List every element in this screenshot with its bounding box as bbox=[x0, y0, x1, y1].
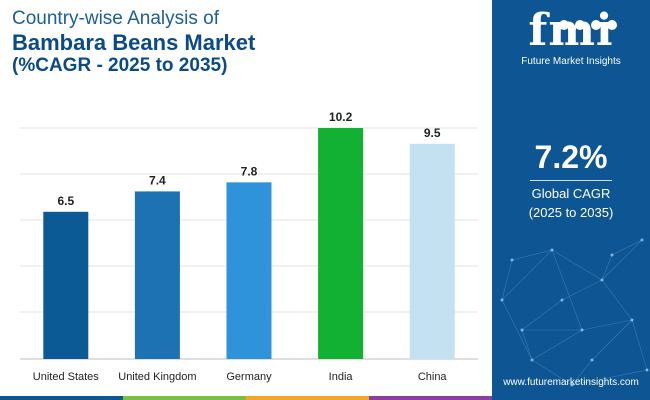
bar-india bbox=[318, 128, 364, 359]
value-label: 10.2 bbox=[329, 110, 353, 124]
category-label: United Kingdom bbox=[118, 371, 196, 383]
cagr-divider bbox=[530, 180, 612, 181]
category-labels: United States United Kingdom Germany India C… bbox=[33, 371, 448, 383]
network-graphic bbox=[500, 238, 649, 387]
title-line-2: Bambara Beans Market bbox=[12, 30, 256, 55]
global-cagr-period: (2025 to 2035) bbox=[528, 205, 614, 220]
global-cagr-value: 7.2% bbox=[534, 139, 608, 175]
stripe-segment bbox=[369, 396, 492, 400]
logo-mark: fmi bbox=[528, 5, 614, 56]
fmi-logo: fmi Future Market Insights bbox=[492, 5, 650, 68]
bars bbox=[43, 128, 455, 359]
title-line-3: (%CAGR - 2025 to 2035) bbox=[12, 55, 228, 76]
chart-title: Country-wise Analysis of Bambara Beans M… bbox=[12, 8, 255, 77]
bar-chart: 6.5 7.4 7.8 10.2 9.5 United States United Kin… bbox=[20, 110, 478, 383]
bar-china bbox=[409, 143, 455, 359]
value-label: 9.5 bbox=[424, 126, 441, 140]
bar-germany bbox=[226, 182, 272, 359]
logo-text: Future Market Insights bbox=[521, 56, 621, 67]
bottom-color-stripe bbox=[0, 396, 492, 400]
category-label: India bbox=[329, 371, 354, 383]
category-label: Germany bbox=[226, 371, 272, 383]
category-label: China bbox=[418, 371, 448, 383]
stripe-segment bbox=[0, 396, 123, 400]
value-label: 7.4 bbox=[149, 173, 166, 187]
global-cagr-label: Global CAGR bbox=[531, 186, 611, 201]
bar-united-states bbox=[43, 211, 89, 359]
value-labels: 6.5 7.4 7.8 10.2 9.5 bbox=[57, 110, 440, 208]
title-line-1: Country-wise Analysis of bbox=[12, 8, 219, 29]
side-panel: fmi Future Market Insights 7.2% Global C… bbox=[492, 0, 650, 400]
category-label: United States bbox=[33, 371, 100, 383]
stripe-segment bbox=[246, 396, 369, 400]
website-url: www.futuremarketinsights.com bbox=[503, 377, 639, 388]
logo-icons bbox=[559, 20, 617, 30]
stripe-segment bbox=[123, 396, 246, 400]
bar-united-kingdom bbox=[134, 191, 180, 359]
value-label: 6.5 bbox=[57, 194, 74, 208]
value-label: 7.8 bbox=[241, 164, 258, 178]
